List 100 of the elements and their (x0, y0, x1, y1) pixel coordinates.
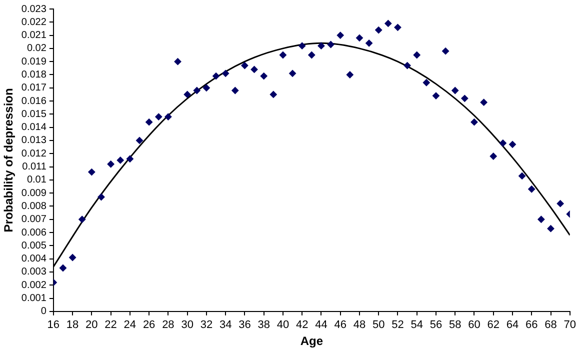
point (346, 71, 354, 78)
y-tick-label: 0.016 (21, 96, 47, 107)
point (193, 87, 200, 94)
y-tick-label: 0.011 (22, 162, 47, 173)
point (442, 48, 450, 55)
y-tick-label: 0.004 (21, 254, 47, 265)
x-tick-label: 40 (276, 319, 290, 332)
point (222, 70, 230, 77)
point (375, 26, 382, 34)
point (116, 156, 124, 164)
point (432, 92, 440, 100)
point (155, 113, 162, 120)
point (298, 42, 306, 50)
point (126, 155, 134, 162)
point (538, 216, 545, 223)
point (318, 42, 325, 50)
x-tick-label: 44 (315, 319, 328, 332)
y-tick-label: 0.005 (21, 240, 47, 252)
y-tick-label: 0.002 (21, 280, 47, 291)
x-tick-label: 16 (47, 319, 60, 332)
y-tick-label: 0.009 (21, 188, 47, 199)
point (499, 140, 506, 147)
y-tick-label: 0.01 (26, 174, 47, 186)
point (279, 52, 286, 59)
point (202, 84, 210, 92)
y-tick-label: 0.015 (21, 108, 47, 120)
x-tick-label: 60 (468, 319, 480, 332)
x-tick-label: 34 (219, 319, 232, 332)
y-tick-label: 0.007 (21, 214, 47, 226)
x-tick-label: 70 (564, 319, 576, 332)
point (107, 160, 114, 168)
y-tick-label: 0.023 (21, 4, 47, 15)
y-tick-label: 0.018 (21, 69, 47, 80)
x-tick-label: 50 (372, 319, 385, 332)
y-tick-label: 0.022 (21, 16, 47, 28)
point (461, 94, 468, 102)
point (356, 34, 363, 42)
y-tick-label: 0 (40, 306, 47, 318)
x-tick-label: 56 (430, 319, 442, 332)
point (556, 200, 564, 208)
x-tick-label: 26 (142, 319, 156, 332)
point (518, 172, 526, 180)
point (88, 168, 96, 176)
x-tick-label: 54 (410, 319, 423, 332)
x-tick-label: 52 (392, 319, 404, 332)
x-tick-label: 46 (334, 319, 346, 332)
x-tick-label: 32 (200, 319, 213, 332)
y-tick-label: 0.013 (21, 135, 47, 146)
x-tick-label: 68 (544, 319, 557, 332)
point (490, 152, 497, 160)
x-tick-label: 28 (162, 319, 174, 332)
x-tick-label: 62 (487, 319, 500, 332)
point (327, 41, 334, 48)
point (336, 32, 344, 39)
point (136, 136, 143, 144)
point (212, 72, 220, 80)
point (509, 140, 516, 148)
point (232, 87, 239, 94)
point (422, 79, 430, 86)
x-tick-label: 36 (238, 319, 251, 332)
x-tick-label: 30 (181, 319, 194, 332)
y-tick-label: 0.008 (21, 200, 47, 212)
point (480, 98, 488, 106)
point (164, 113, 172, 120)
x-tick-label: 18 (66, 319, 79, 332)
point (260, 72, 268, 80)
point (59, 264, 66, 272)
point (270, 90, 277, 98)
y-tick-label: 0.003 (21, 266, 47, 278)
x-axis-title: Age (300, 334, 324, 348)
y-tick-label: 0.012 (21, 148, 47, 160)
point (174, 58, 182, 66)
point (98, 194, 105, 201)
point (394, 24, 402, 31)
x-tick-label: 66 (526, 319, 538, 332)
y-tick-label: 0.019 (21, 56, 47, 68)
point (547, 225, 554, 232)
x-tick-label: 22 (104, 319, 117, 332)
point (78, 216, 86, 223)
y-tick-label: 0.017 (21, 82, 47, 94)
point (308, 52, 316, 59)
x-tick-label: 64 (506, 319, 519, 332)
point (452, 87, 459, 94)
x-tick-label: 42 (296, 319, 308, 332)
point (366, 40, 373, 47)
point (146, 118, 153, 126)
y-tick-label: 0.02 (26, 43, 47, 54)
point (289, 70, 296, 77)
y-tick-label: 0.006 (21, 227, 47, 238)
y-tick-label: 0.021 (21, 30, 47, 42)
point (470, 118, 478, 126)
x-tick-label: 58 (448, 319, 462, 332)
y-tick-label: 0.001 (21, 293, 47, 304)
point (413, 52, 420, 59)
point (241, 62, 248, 70)
y-axis-title: Probability of depression (2, 88, 16, 232)
point (528, 186, 536, 193)
y-tick-label: 0.014 (21, 122, 47, 134)
point (250, 66, 258, 73)
point (184, 90, 191, 98)
